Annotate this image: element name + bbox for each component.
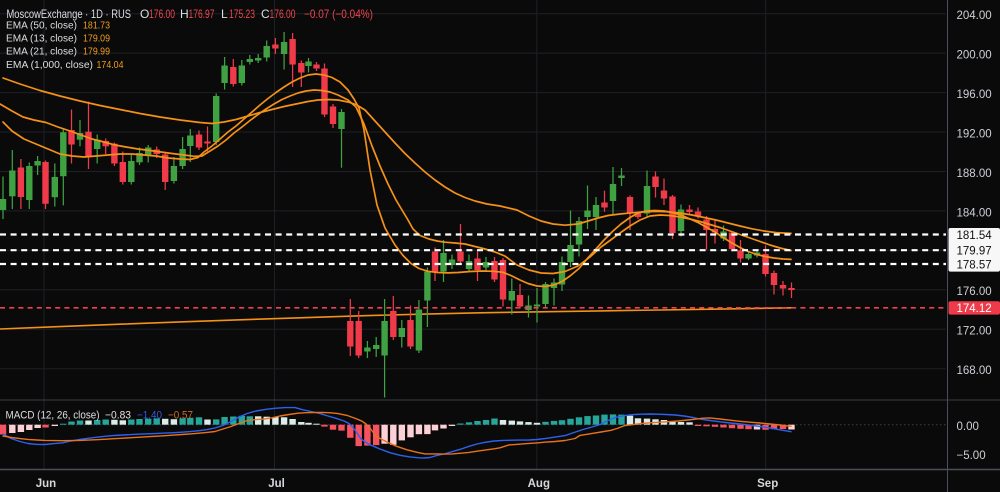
svg-text:Jun: Jun bbox=[36, 478, 56, 490]
svg-text:181.73: 181.73 bbox=[83, 20, 110, 31]
svg-text:O: O bbox=[140, 7, 149, 21]
svg-text:200.00: 200.00 bbox=[957, 50, 992, 62]
svg-text:−0.83: −0.83 bbox=[105, 410, 131, 422]
svg-text:176.00: 176.00 bbox=[149, 7, 175, 21]
svg-text:−5.00: −5.00 bbox=[957, 450, 986, 462]
svg-text:181.54: 181.54 bbox=[957, 230, 993, 242]
svg-text:172.00: 172.00 bbox=[957, 326, 992, 338]
svg-text:H: H bbox=[180, 7, 189, 21]
svg-text:176.00: 176.00 bbox=[957, 286, 992, 298]
svg-text:MACD (12, 26, close): MACD (12, 26, close) bbox=[6, 410, 100, 422]
svg-text:EMA (1,000, close): EMA (1,000, close) bbox=[6, 60, 93, 71]
svg-text:MoscowExchange · 1D · RUS: MoscowExchange · 1D · RUS bbox=[7, 7, 132, 21]
svg-text:C: C bbox=[261, 7, 270, 21]
svg-text:188.00: 188.00 bbox=[957, 168, 992, 180]
svg-text:204.00: 204.00 bbox=[957, 10, 992, 22]
svg-text:178.57: 178.57 bbox=[957, 260, 992, 272]
svg-text:179.97: 179.97 bbox=[957, 245, 992, 257]
svg-text:176.00: 176.00 bbox=[270, 7, 296, 21]
svg-text:EMA (50, close): EMA (50, close) bbox=[6, 20, 77, 31]
svg-text:168.00: 168.00 bbox=[957, 365, 992, 377]
svg-text:−0.57: −0.57 bbox=[168, 410, 193, 422]
svg-text:Jul: Jul bbox=[268, 478, 285, 490]
svg-text:179.99: 179.99 bbox=[83, 47, 110, 58]
svg-text:176.97: 176.97 bbox=[189, 7, 215, 21]
svg-text:175.23: 175.23 bbox=[229, 7, 255, 21]
svg-text:Sep: Sep bbox=[757, 478, 778, 490]
svg-text:179.09: 179.09 bbox=[83, 34, 110, 45]
svg-text:192.00: 192.00 bbox=[957, 128, 992, 140]
svg-text:−1.40: −1.40 bbox=[137, 410, 162, 422]
svg-text:Aug: Aug bbox=[528, 478, 550, 490]
svg-text:0.00: 0.00 bbox=[957, 421, 979, 433]
svg-text:EMA (13, close): EMA (13, close) bbox=[6, 34, 77, 45]
svg-text:−0.07 (−0.04%): −0.07 (−0.04%) bbox=[304, 7, 373, 21]
svg-text:EMA (21, close): EMA (21, close) bbox=[6, 47, 77, 58]
svg-text:174.12: 174.12 bbox=[957, 303, 992, 315]
svg-text:184.00: 184.00 bbox=[957, 207, 992, 219]
svg-text:196.00: 196.00 bbox=[957, 89, 992, 101]
svg-text:174.04: 174.04 bbox=[97, 60, 124, 71]
svg-text:L: L bbox=[221, 7, 228, 21]
